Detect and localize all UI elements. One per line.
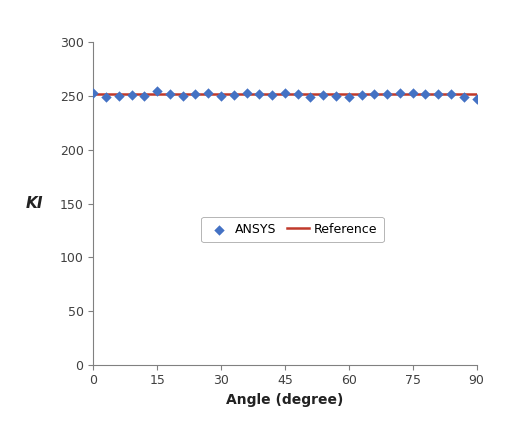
Point: [409, 89, 417, 96]
Point: [332, 93, 340, 100]
Point: [268, 92, 276, 98]
Point: [114, 93, 123, 100]
Point: [383, 91, 391, 98]
Point: [89, 89, 97, 96]
Point: [255, 91, 264, 98]
Point: [319, 92, 327, 98]
Point: [179, 93, 187, 100]
Point: [370, 91, 379, 98]
Point: [459, 94, 468, 100]
Point: [229, 92, 238, 98]
Y-axis label: KI: KI: [26, 196, 44, 211]
Point: [472, 96, 481, 103]
Point: [306, 94, 314, 100]
Point: [344, 94, 353, 100]
Point: [357, 92, 366, 98]
Point: [421, 91, 429, 98]
Point: [396, 89, 404, 96]
Point: [281, 89, 289, 96]
Point: [217, 93, 225, 100]
Point: [191, 91, 199, 98]
Point: [447, 91, 455, 98]
Point: [242, 89, 251, 96]
Point: [434, 91, 442, 98]
Point: [204, 89, 212, 96]
Point: [140, 93, 149, 100]
Point: [153, 87, 161, 94]
Point: [127, 92, 136, 98]
Point: [166, 91, 174, 98]
Point: [102, 94, 110, 100]
Point: [294, 91, 302, 98]
Legend: ANSYS, Reference: ANSYS, Reference: [202, 217, 384, 242]
X-axis label: Angle (degree): Angle (degree): [226, 393, 343, 407]
